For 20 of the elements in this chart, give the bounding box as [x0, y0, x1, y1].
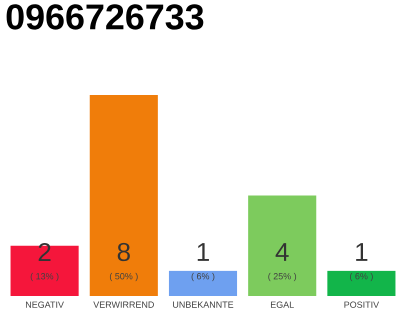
bar [90, 95, 158, 296]
x-tick-label: NEGATIV [26, 302, 64, 308]
annotation: ( 25% ) [268, 272, 296, 282]
data-label: 2 [38, 242, 51, 262]
x-tick-label: POSITIV [344, 302, 380, 308]
bar [168, 270, 238, 296]
x-tick-label: UNBEKANNTE [173, 302, 234, 308]
data-label: 8 [118, 242, 130, 262]
bar [327, 270, 396, 296]
chart-title: 0966726733 [6, 4, 204, 30]
data-label: 4 [276, 243, 289, 261]
data-label: 1 [356, 243, 368, 261]
bar [248, 196, 316, 296]
data-label: 1 [198, 243, 209, 261]
x-tick-label: EGAL [270, 302, 294, 308]
annotation: ( 13% ) [30, 272, 58, 282]
annotation: ( 50% ) [110, 272, 138, 282]
annotation: ( 6% ) [350, 272, 373, 282]
x-tick-label: VERWIRREND [93, 302, 154, 308]
annotation: ( 6% ) [192, 272, 214, 282]
